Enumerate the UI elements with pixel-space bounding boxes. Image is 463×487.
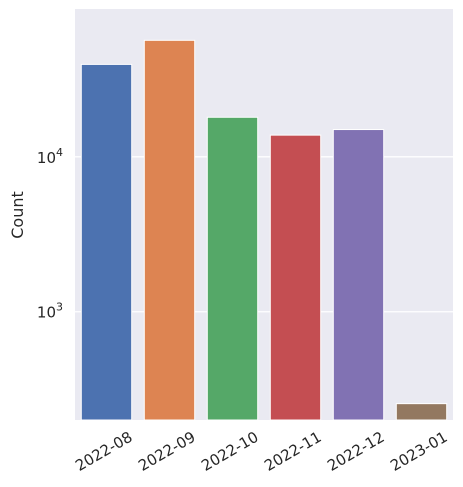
- x-tick-label: 2023-01: [387, 428, 450, 475]
- bar-2022-11: [269, 134, 322, 421]
- x-tick-label: 2022-10: [198, 428, 261, 475]
- y-tick-label: 103: [37, 301, 63, 322]
- x-axis-ticks: 2022-08 2022-09 2022-10 2022-11 2022-12 2023-…: [72, 428, 450, 475]
- y-axis-label: Count: [8, 191, 27, 239]
- x-tick-label: 2022-09: [135, 428, 198, 475]
- bar-2023-01: [395, 403, 448, 421]
- bar-2022-12: [332, 129, 385, 421]
- plot-area: [75, 9, 453, 420]
- bar-2022-08: [80, 63, 133, 421]
- x-tick-label: 2022-08: [72, 428, 135, 475]
- bar-2022-10: [206, 116, 259, 421]
- y-axis-ticks: 103 104: [37, 146, 63, 322]
- bars: [80, 39, 448, 421]
- y-tick-label: 104: [37, 146, 63, 167]
- gridlines: [75, 156, 453, 313]
- x-tick-label: 2022-11: [261, 428, 324, 475]
- bar-2022-09: [143, 39, 196, 421]
- x-tick-label: 2022-12: [324, 428, 387, 475]
